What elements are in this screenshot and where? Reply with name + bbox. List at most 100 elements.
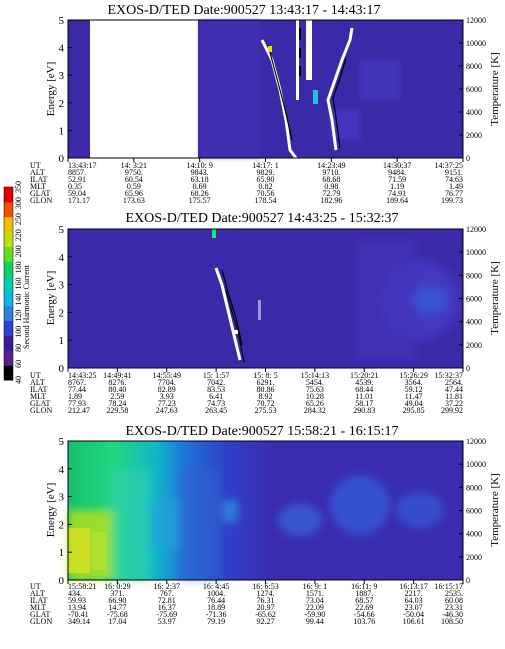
y2-tick-label: 2000 [466, 553, 482, 562]
table-cell: 58.17 [355, 399, 373, 408]
table-cell: 6.41 [209, 392, 223, 401]
table-cell: 1.89 [68, 392, 82, 401]
table-cell: -54.66 [354, 610, 375, 619]
panel-1: EXOS-D/TED Date:900527 13:43:17 - 14:43:… [30, 3, 501, 205]
table-cell: 79.19 [207, 617, 225, 626]
y2-tick-label: 4000 [466, 530, 482, 539]
y2-tick-label: 6000 [466, 85, 482, 94]
table-cell: 9829. [257, 168, 275, 177]
table-cell: 2.59 [110, 392, 124, 401]
table-cell: 7704. [158, 378, 176, 387]
table-cell: -75.68 [107, 610, 128, 619]
y-tick-label: 5 [59, 15, 65, 27]
panel-1-data-gap [90, 20, 198, 158]
row-label: GLON [30, 406, 52, 415]
table-cell: 0.98 [324, 182, 338, 191]
table-cell: 106.61 [403, 617, 425, 626]
table-cell: 82.89 [158, 385, 176, 394]
colorbar-tick-label: 180 [14, 261, 23, 273]
table-cell: 1.19 [390, 182, 404, 191]
table-cell: 17.04 [108, 617, 126, 626]
table-cell: 74.63 [445, 175, 463, 184]
table-cell: -70.41 [68, 610, 89, 619]
y2-tick-label: 2000 [466, 341, 482, 350]
table-cell: 263.45 [205, 406, 227, 415]
y2-tick-label: 8000 [466, 483, 482, 492]
table-cell: 72.81 [158, 596, 176, 605]
colorbar-swatch [4, 261, 13, 277]
panel-1-y2label: Temperature [K] [489, 52, 501, 125]
table-cell: 14:49:41 [103, 371, 131, 380]
colorbar-tick-label: 350 [14, 181, 23, 193]
y2-tick-label: 0 [466, 154, 470, 163]
table-cell: 189.64 [386, 196, 408, 205]
table-cell: 14:43:25 [68, 371, 96, 380]
row-label: UT [30, 161, 41, 170]
table-cell: 20.97 [257, 603, 275, 612]
table-cell: 0.69 [193, 182, 207, 191]
table-cell: 15: 1:57 [203, 371, 229, 380]
row-label: GLAT [30, 610, 51, 619]
colorbar-swatch [4, 187, 13, 203]
table-cell: 6291. [257, 378, 275, 387]
y-tick-label: 1 [59, 547, 65, 559]
row-label: GLON [30, 617, 52, 626]
table-cell: 70.72 [257, 399, 275, 408]
table-cell: 16: 9: 1 [303, 582, 327, 591]
table-cell: 23.07 [405, 603, 423, 612]
table-cell: 99.44 [306, 617, 324, 626]
table-cell: 15:26:29 [399, 371, 427, 380]
table-cell: 65.90 [257, 175, 275, 184]
table-cell: -75.69 [156, 610, 177, 619]
table-cell: 16:11: 9 [351, 582, 377, 591]
table-cell: 13:43:17 [68, 161, 96, 170]
table-cell: 59.04 [68, 189, 86, 198]
y-tick-label: 1 [59, 125, 65, 137]
table-cell: 0.59 [127, 182, 141, 191]
table-cell: 18.89 [207, 603, 225, 612]
table-cell: 0.82 [259, 182, 273, 191]
colorbar-label: Second Harmonic Current [22, 264, 31, 349]
table-cell: 60.54 [125, 175, 143, 184]
colorbar-swatch [4, 335, 13, 351]
table-cell: -46.30 [442, 610, 463, 619]
table-cell: 108.50 [441, 617, 463, 626]
table-cell: 22.09 [306, 603, 324, 612]
table-cell: 15:14:13 [301, 371, 329, 380]
table-cell: 15:32:37 [435, 371, 463, 380]
table-cell: 284.32 [304, 406, 326, 415]
y-tick-label: 4 [59, 43, 65, 55]
table-cell: 9710. [322, 168, 340, 177]
colorbar-swatch [4, 305, 13, 322]
y-tick-label: 3 [59, 492, 65, 504]
table-cell: 1004. [207, 589, 225, 598]
table-cell: 14:10: 9 [186, 161, 212, 170]
table-cell: 16.37 [158, 603, 176, 612]
table-cell: 80.40 [108, 385, 126, 394]
y-tick-label: 2 [59, 98, 65, 110]
table-cell: 2217. [405, 589, 423, 598]
table-cell: 14:55:49 [153, 371, 181, 380]
table-cell: 434. [68, 589, 82, 598]
table-cell: 103.76 [353, 617, 375, 626]
y2-tick-label: 12000 [466, 225, 486, 234]
table-cell: 14:37:25 [435, 161, 463, 170]
table-cell: 14:17: 1 [252, 161, 278, 170]
table-cell: 66.90 [108, 596, 126, 605]
y-tick-label: 5 [59, 224, 65, 236]
colorbar-tick-label: 250 [14, 213, 23, 225]
colorbar-tick-label: 60 [14, 360, 23, 368]
table-cell: 2535. [445, 589, 463, 598]
y-tick-label: 1 [59, 335, 65, 347]
colorbar-tick-label: 120 [14, 310, 23, 322]
table-cell: 8.92 [259, 392, 273, 401]
table-cell: 8857. [68, 168, 86, 177]
table-cell: 171.17 [68, 196, 90, 205]
colorbar-swatch [4, 201, 13, 218]
table-cell: 16:13:17 [399, 582, 427, 591]
table-cell: 70.56 [257, 189, 275, 198]
table-cell: -65.62 [255, 610, 276, 619]
table-cell: 212.47 [68, 406, 90, 415]
table-cell: 9750. [125, 168, 143, 177]
